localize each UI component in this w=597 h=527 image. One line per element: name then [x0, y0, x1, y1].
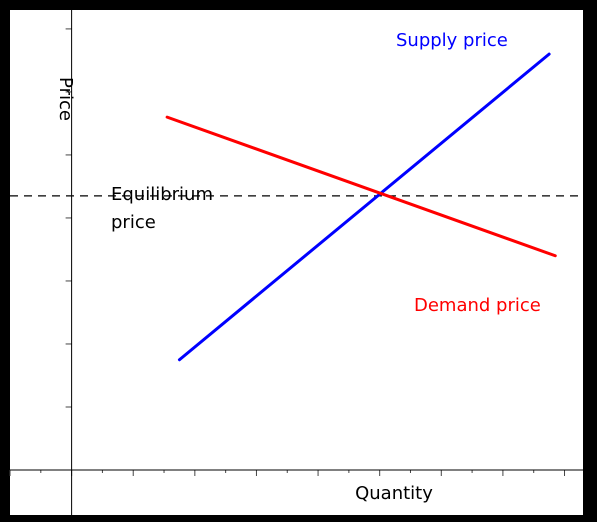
chart-plot: Price Quantity Equilibrium price Supply …	[9, 10, 583, 515]
supply-price-line	[177, 52, 551, 362]
y-axis-label: Price	[55, 77, 76, 121]
equilibrium-annotation-line-1: Equilibrium	[111, 184, 213, 205]
demand-price-line	[165, 115, 557, 258]
axes	[10, 10, 583, 515]
series-lines	[165, 52, 557, 362]
x-axis-label: Quantity	[355, 483, 433, 504]
equilibrium-annotation-line-2: price	[111, 212, 156, 233]
supply-series-label: Supply price	[396, 30, 508, 51]
demand-series-label: Demand price	[414, 295, 541, 316]
